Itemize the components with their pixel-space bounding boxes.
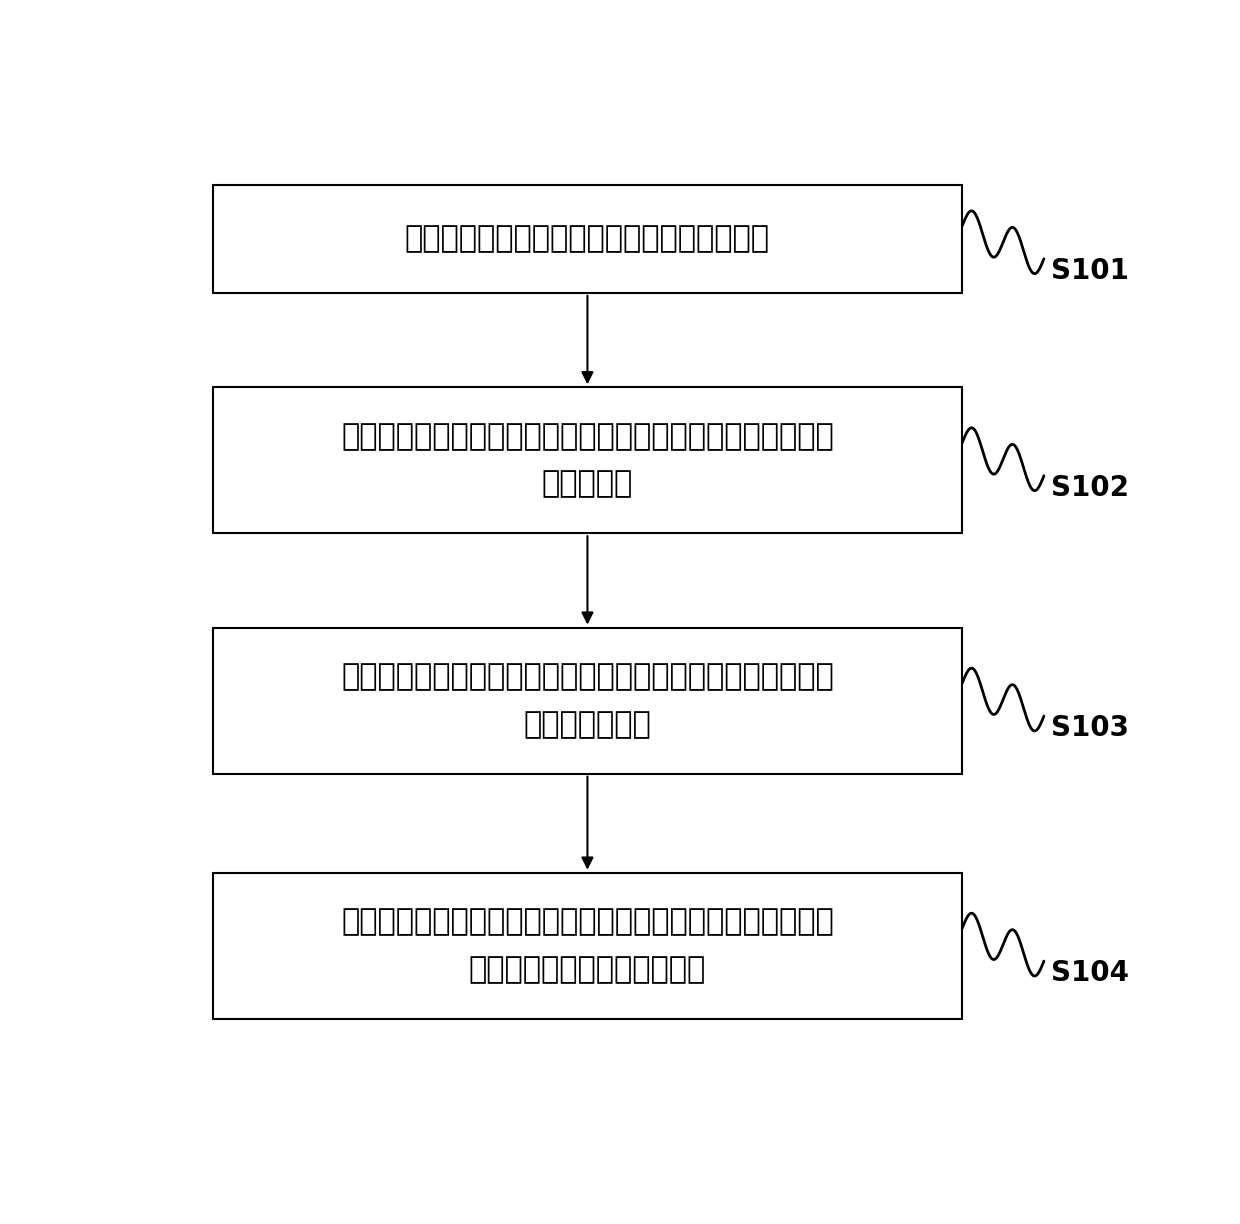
FancyBboxPatch shape	[213, 387, 962, 534]
FancyBboxPatch shape	[213, 873, 962, 1018]
Text: S103: S103	[1050, 715, 1128, 742]
Text: 对每个线电荷单元小段采用模拟电荷法进行计算，以获得等效
导线的表面场强: 对每个线电荷单元小段采用模拟电荷法进行计算，以获得等效 导线的表面场强	[341, 662, 833, 739]
Text: 根据等效导线的表面场强与分裂导线表面最大场强的等效关系
计算分裂导线的表面场强分布: 根据等效导线的表面场强与分裂导线表面最大场强的等效关系 计算分裂导线的表面场强分…	[341, 907, 833, 984]
FancyBboxPatch shape	[213, 185, 962, 293]
Text: 将输电线路的分裂导线等效成单根的等效导线: 将输电线路的分裂导线等效成单根的等效导线	[405, 224, 770, 253]
Text: 对等效导线按照弧垂悬链线方程进行分段，以获得若干个线电
荷单元小段: 对等效导线按照弧垂悬链线方程进行分段，以获得若干个线电 荷单元小段	[341, 422, 833, 498]
Text: S102: S102	[1050, 474, 1128, 502]
Text: S104: S104	[1050, 960, 1128, 988]
FancyBboxPatch shape	[213, 628, 962, 774]
Text: S101: S101	[1050, 257, 1128, 285]
